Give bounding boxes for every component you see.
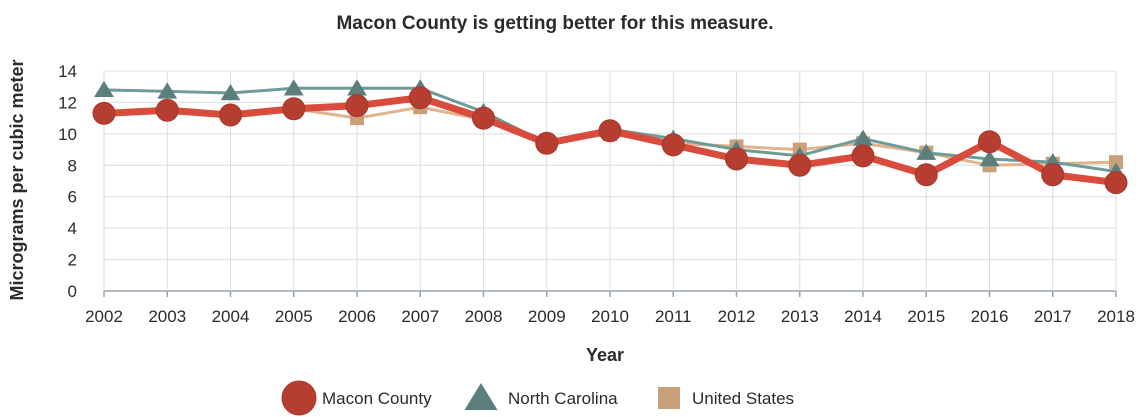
data-point-macon-county-2002: [92, 101, 116, 125]
x-tick-label: 2015: [907, 307, 945, 326]
x-tick-label: 2003: [148, 307, 186, 326]
legend-item-united-states: United States: [658, 387, 794, 409]
y-tick-label: 10: [58, 125, 77, 144]
data-point-macon-county-2016: [978, 130, 1001, 154]
x-tick-label: 2002: [85, 307, 123, 326]
data-point-north-carolina-2003: [157, 82, 178, 99]
data-point-macon-county-2015: [914, 163, 938, 187]
x-tick-label: 2014: [844, 307, 882, 326]
y-tick-label: 6: [68, 188, 77, 207]
y-tick-label: 4: [68, 219, 77, 238]
data-point-north-carolina-2004: [220, 84, 241, 101]
data-point-north-carolina-2006: [347, 79, 367, 96]
y-tick-label: 2: [68, 251, 77, 270]
legend-label-united-states: United States: [692, 389, 794, 408]
legend-item-north-carolina: North Carolina: [464, 383, 618, 410]
chart-title: Macon County is getting better for this …: [336, 13, 773, 34]
y-tick-label: 12: [58, 93, 77, 112]
x-tick-label: 2004: [212, 307, 250, 326]
series-group: [92, 79, 1128, 195]
data-point-north-carolina-2015: [916, 143, 937, 160]
data-point-macon-county-2009: [535, 131, 559, 155]
data-point-macon-county-2004: [219, 103, 242, 127]
legend-marker-north-carolina: [464, 383, 498, 410]
series-macon-county: [92, 86, 1128, 195]
y-axis-ticks: 0 2 4 6 8 10 12 14: [58, 62, 77, 301]
y-tick-label: 0: [68, 282, 77, 301]
legend-marker-macon-county: [281, 380, 317, 416]
x-tick-label: 2010: [591, 307, 629, 326]
x-axis-label: Year: [586, 345, 624, 365]
data-point-macon-county-2005: [282, 97, 306, 121]
x-axis-ticks: 2002 2003 2004 2005 2006 2007 2008 2009 2010 2011…: [85, 307, 1135, 326]
data-point-macon-county-2013: [788, 153, 812, 177]
x-tick-label: 2016: [971, 307, 1009, 326]
data-point-north-carolina-2014: [853, 129, 873, 146]
x-tick-label: 2007: [401, 307, 439, 326]
x-tick-label: 2005: [275, 307, 313, 326]
data-point-north-carolina-2002: [94, 80, 114, 98]
x-tick-label: 2011: [655, 307, 692, 326]
legend: Macon County North Carolina United States: [281, 380, 794, 416]
data-point-macon-county-2011: [661, 133, 685, 157]
data-point-macon-county-2018: [1104, 171, 1128, 195]
y-tick-label: 8: [68, 156, 77, 175]
data-point-united-states-2018: [1109, 155, 1123, 170]
data-point-macon-county-2003: [155, 98, 179, 122]
data-point-north-carolina-2005: [283, 79, 304, 96]
legend-marker-united-states: [658, 387, 680, 409]
data-point-macon-county-2012: [725, 147, 748, 171]
x-tick-label: 2008: [465, 307, 503, 326]
legend-item-macon-county: Macon County: [281, 380, 432, 416]
x-tick-label: 2009: [528, 307, 566, 326]
x-tick-label: 2006: [338, 307, 376, 326]
x-tick-label: 2013: [781, 307, 819, 326]
data-point-macon-county-2008: [472, 106, 495, 130]
x-tick-label: 2012: [718, 307, 756, 326]
data-point-macon-county-2017: [1041, 163, 1065, 187]
data-point-macon-county-2010: [598, 119, 622, 143]
data-point-north-carolina-2016: [979, 150, 1000, 167]
legend-label-macon-county: Macon County: [322, 389, 432, 408]
gridlines: [103, 70, 1117, 297]
legend-label-north-carolina: North Carolina: [508, 389, 618, 408]
data-point-macon-county-2014: [851, 144, 875, 168]
y-axis-label: Micrograms per cubic meter: [7, 59, 27, 300]
data-point-macon-county-2007: [408, 86, 432, 110]
x-tick-label: 2017: [1034, 307, 1072, 326]
x-tick-label: 2018: [1097, 307, 1135, 326]
data-point-macon-county-2006: [345, 94, 369, 118]
y-tick-label: 14: [58, 62, 77, 81]
